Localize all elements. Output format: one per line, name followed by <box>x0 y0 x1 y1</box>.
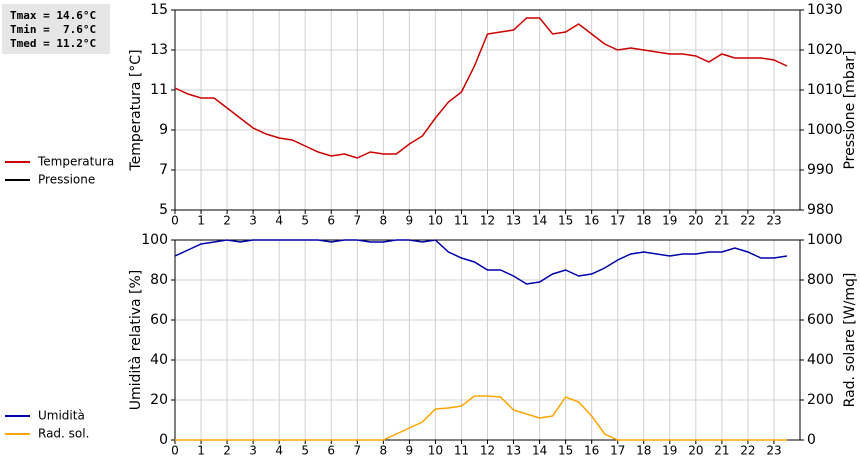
x-tick-label: 9 <box>406 444 414 458</box>
y2-axis-label: Pressione [mbar] <box>842 50 858 169</box>
y2-tick-label: 1020 <box>807 42 843 58</box>
x-tick-label: 7 <box>353 444 361 458</box>
x-tick-label: 13 <box>506 214 521 228</box>
x-tick-label: 12 <box>480 444 495 458</box>
x-tick-label: 17 <box>610 444 625 458</box>
x-tick-label: 16 <box>584 444 599 458</box>
x-tick-label: 4 <box>275 444 283 458</box>
x-tick-label: 5 <box>301 444 309 458</box>
y-tick-label: 11 <box>150 82 168 98</box>
x-tick-label: 21 <box>714 214 729 228</box>
series-line <box>174 239 788 285</box>
stat: Tmax = 14.6°C <box>10 9 96 22</box>
y2-tick-label: 1010 <box>807 82 843 98</box>
x-tick-label: 2 <box>223 214 231 228</box>
x-tick-label: 15 <box>558 214 573 228</box>
x-tick-label: 22 <box>740 214 755 228</box>
x-tick-label: 10 <box>428 214 443 228</box>
y-tick-label: 7 <box>159 162 168 178</box>
x-tick-label: 7 <box>353 214 361 228</box>
legend-label: Temperatura <box>37 155 114 169</box>
plot-frame <box>174 239 801 441</box>
x-tick-label: 6 <box>327 214 335 228</box>
x-tick-label: 15 <box>558 444 573 458</box>
x-tick-label: 18 <box>636 444 651 458</box>
y-tick-label: 80 <box>150 272 168 288</box>
stat: Tmin = 7.6°C <box>10 23 96 36</box>
x-tick-label: 2 <box>223 444 231 458</box>
x-tick-label: 21 <box>714 444 729 458</box>
y2-tick-label: 990 <box>807 162 834 178</box>
legend-label: Umidità <box>38 409 85 423</box>
y2-tick-label: 0 <box>807 432 816 448</box>
x-tick-label: 19 <box>662 444 677 458</box>
y-tick-label: 20 <box>150 392 168 408</box>
y2-tick-label: 1000 <box>807 122 843 138</box>
x-tick-label: 22 <box>740 444 755 458</box>
x-tick-label: 18 <box>636 214 651 228</box>
x-tick-label: 11 <box>454 444 469 458</box>
x-tick-label: 19 <box>662 214 677 228</box>
x-tick-label: 9 <box>406 214 414 228</box>
x-tick-label: 20 <box>688 444 703 458</box>
stats-box <box>2 4 110 54</box>
legend-label: Rad. sol. <box>38 427 89 441</box>
x-tick-label: 16 <box>584 214 599 228</box>
y2-tick-label: 400 <box>807 352 834 368</box>
x-tick-label: 8 <box>380 214 388 228</box>
y-axis-label: Temperatura [°C] <box>128 49 144 171</box>
plot-frame <box>174 9 801 211</box>
x-tick-label: 0 <box>171 214 179 228</box>
y-tick-label: 40 <box>150 352 168 368</box>
y2-tick-label: 800 <box>807 272 834 288</box>
y-tick-label: 100 <box>141 232 168 248</box>
x-tick-label: 13 <box>506 444 521 458</box>
y-tick-label: 15 <box>150 2 168 18</box>
x-tick-label: 3 <box>249 214 257 228</box>
y-tick-label: 0 <box>159 432 168 448</box>
y-axis-label: Umidità relativa [%] <box>128 270 144 411</box>
x-tick-label: 12 <box>480 214 495 228</box>
stat: Tmed = 11.2°C <box>10 37 96 50</box>
y2-tick-label: 600 <box>807 312 834 328</box>
x-tick-label: 1 <box>197 214 205 228</box>
y-tick-label: 9 <box>159 122 168 138</box>
x-tick-label: 20 <box>688 214 703 228</box>
x-tick-label: 4 <box>275 214 283 228</box>
x-tick-label: 1 <box>197 444 205 458</box>
x-tick-label: 17 <box>610 214 625 228</box>
y-tick-label: 5 <box>159 202 168 218</box>
x-tick-label: 23 <box>766 214 781 228</box>
x-tick-label: 5 <box>301 214 309 228</box>
x-tick-label: 3 <box>249 444 257 458</box>
y2-tick-label: 200 <box>807 392 834 408</box>
x-tick-label: 14 <box>532 214 547 228</box>
x-tick-label: 10 <box>428 444 443 458</box>
y-tick-label: 60 <box>150 312 168 328</box>
x-tick-label: 14 <box>532 444 547 458</box>
y2-tick-label: 1030 <box>807 2 843 18</box>
series-line <box>175 395 787 441</box>
x-tick-label: 6 <box>327 444 335 458</box>
y2-axis-label: Rad. solare [W/mq] <box>842 273 858 408</box>
x-tick-label: 11 <box>454 214 469 228</box>
series-line <box>174 17 788 159</box>
y-tick-label: 13 <box>150 42 168 58</box>
y2-tick-label: 980 <box>807 202 834 218</box>
x-tick-label: 0 <box>171 444 179 458</box>
x-tick-label: 8 <box>380 444 388 458</box>
legend-label: Pressione <box>38 173 95 187</box>
x-tick-label: 23 <box>766 444 781 458</box>
y2-tick-label: 1000 <box>807 232 843 248</box>
